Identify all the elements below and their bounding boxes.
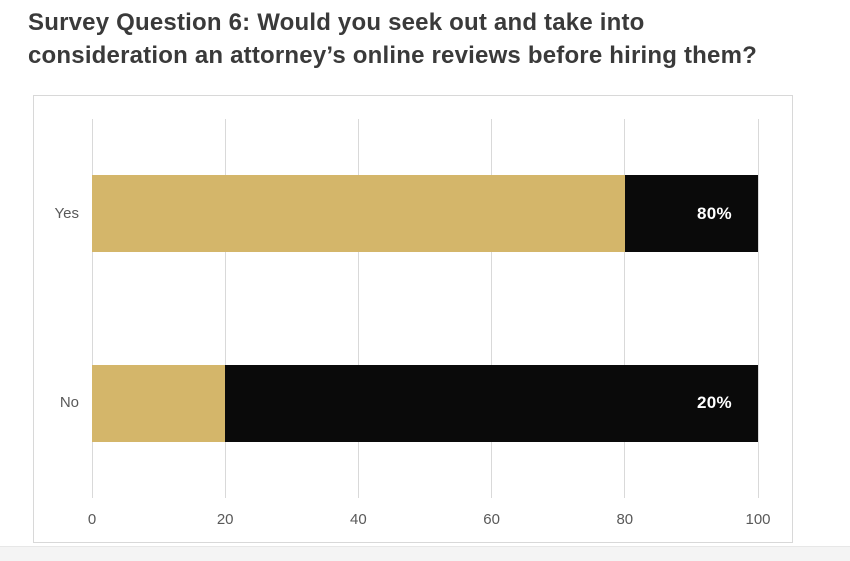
bar-segment-gold-yes bbox=[92, 175, 625, 253]
x-tick-label-0: 0 bbox=[87, 511, 97, 528]
bar-segment-black-no: 20% bbox=[225, 364, 758, 442]
x-tick-label-100: 100 bbox=[745, 511, 771, 528]
bar-segment-gold-no bbox=[92, 364, 226, 442]
gridlines-layer bbox=[34, 96, 792, 542]
chart-title-line2: consideration an attorney’s online revie… bbox=[28, 42, 757, 69]
bar-segment-black-yes: 80% bbox=[624, 175, 758, 253]
bar-row-yes: 80% bbox=[92, 175, 758, 253]
category-axis-labels: Yes No bbox=[34, 96, 792, 542]
data-label-yes: 80% bbox=[697, 203, 732, 223]
data-label-no: 20% bbox=[697, 393, 732, 413]
gridline-x-0 bbox=[91, 119, 93, 498]
chart-container: 80% 20% Yes No 0 20 40 60 80 100 bbox=[33, 95, 793, 543]
category-label-no: No bbox=[59, 394, 79, 412]
bottom-strip bbox=[0, 546, 850, 561]
x-tick-label-40: 40 bbox=[350, 511, 367, 528]
bar-row-no: 20% bbox=[92, 364, 758, 442]
category-label-yes: Yes bbox=[54, 204, 79, 222]
bars-layer: 80% 20% bbox=[34, 96, 792, 542]
chart-title-line1: Survey Question 6: Would you seek out an… bbox=[28, 9, 645, 36]
gridline-x-100 bbox=[757, 119, 759, 498]
gridline-x-60 bbox=[491, 119, 493, 498]
x-tick-label-60: 60 bbox=[483, 511, 500, 528]
chart-title: Survey Question 6: Would you seek out an… bbox=[28, 6, 828, 72]
gridline-x-20 bbox=[224, 119, 226, 498]
x-tick-label-80: 80 bbox=[616, 511, 634, 528]
gridline-x-40 bbox=[357, 119, 359, 498]
x-tick-label-20: 20 bbox=[216, 511, 234, 528]
x-axis-tick-labels: 0 20 40 60 80 100 bbox=[34, 96, 792, 542]
gridline-x-80 bbox=[624, 119, 626, 498]
